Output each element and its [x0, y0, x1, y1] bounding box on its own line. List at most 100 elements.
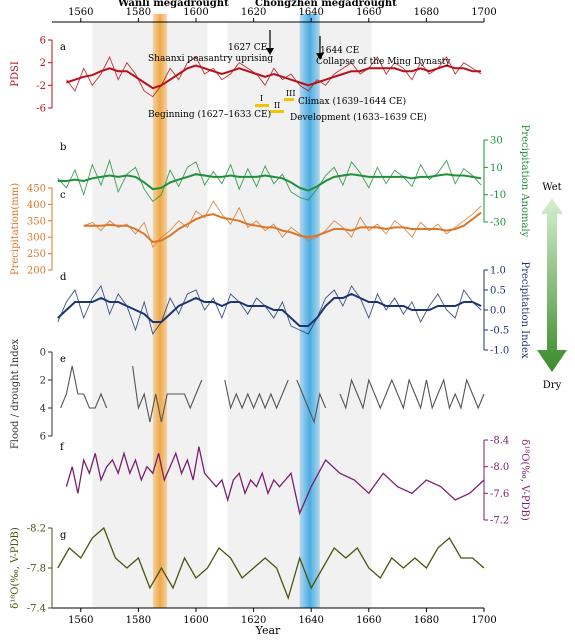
panel-d-tick-label--1.0: -1.0 — [490, 346, 509, 357]
annotations-layer: Wanli megadrought Chongzhen megadrought … — [117, 0, 567, 391]
x-tick-label-bottom-1640: 1640 — [298, 615, 323, 626]
panel-c-tick-label-250: 250 — [27, 249, 46, 260]
panel-f-tick-label--7.6: -7.6 — [490, 489, 509, 500]
panel-a-tick-label--6: -6 — [36, 104, 46, 115]
panel-e-y-label: Flood / drought Index — [10, 338, 21, 449]
climax-label: Climax (1639–1644 CE) — [298, 96, 406, 107]
phase-II-bar — [270, 110, 284, 113]
panel-d-tick-label--0.5: -0.5 — [490, 326, 509, 337]
wet-dry-arrow — [537, 198, 567, 372]
axes-layer: 1560 1560 1580 1580 1600 1600 1620 1620 1640 1640… — [10, 7, 530, 637]
panel-e-series-segment-3 — [296, 379, 327, 424]
panel-g-y-label: δ¹⁸O(‰, V-PDB) — [10, 527, 21, 609]
x-tick-label-bottom-1680: 1680 — [414, 615, 439, 626]
panel-a-tick-label-6: 6 — [40, 36, 46, 47]
x-tick-label-top-1600: 1600 — [183, 7, 208, 18]
panel-g-tick-label--7.4: -7.4 — [27, 604, 46, 615]
panel-d-smooth-line — [57, 292, 482, 327]
x-tick-label-top-1560: 1560 — [68, 7, 93, 18]
panel-a-tick-label--2: -2 — [36, 81, 46, 92]
panel-g-tick-label--8.2: -8.2 — [27, 524, 46, 535]
panel-c-tick-label-400: 400 — [27, 200, 46, 211]
panel-d-tick-label-0.5: 0.5 — [490, 286, 506, 297]
x-tick-label-bottom-1660: 1660 — [356, 615, 381, 626]
panel-f-letter: f — [60, 442, 65, 453]
panel-b-letter: b — [60, 142, 66, 153]
x-tick-label-bottom-1600: 1600 — [183, 615, 208, 626]
drought-band-chongzhen — [299, 14, 320, 608]
panel-d-letter: d — [60, 272, 67, 283]
x-tick-label-top-1620: 1620 — [241, 7, 266, 18]
panel-c-y-label: Precipitation(mm) — [10, 183, 21, 275]
panel-b-tick-label-30: 30 — [490, 136, 503, 147]
phase-III-bar — [284, 98, 294, 101]
panel-e-letter: e — [60, 354, 66, 365]
wanli-megadrought-label: Wanli megadrought — [117, 0, 229, 9]
x-tick-label-bottom-1560: 1560 — [68, 615, 93, 626]
panel-c-smooth-line — [83, 211, 482, 244]
x-tick-label-top-1640: 1640 — [298, 7, 323, 18]
phase-I-label: I — [260, 94, 263, 103]
chongzhen-megadrought-label: Chongzhen megadrought — [255, 0, 397, 9]
phase-II-label: II — [274, 101, 280, 110]
panel-f-line — [65, 446, 485, 516]
phase-I-bar — [255, 104, 269, 107]
x-tick-label-bottom-1700: 1700 — [471, 615, 496, 626]
panel-e-series-segment-2 — [224, 379, 289, 410]
development-label: Development (1633–1639 CE) — [290, 112, 427, 123]
panel-c-tick-label-200: 200 — [27, 266, 46, 277]
event-1644-year: 1644 CE — [320, 46, 359, 56]
event-1644-arrow-head — [316, 53, 324, 60]
panel-e-tick-label-2: 2 — [40, 376, 46, 387]
x-tick-label-top-1660: 1660 — [356, 7, 381, 18]
panel-f-tick-label--7.2: -7.2 — [490, 516, 509, 527]
panel-e-series-segment-1 — [132, 365, 203, 423]
panel-g-line — [57, 526, 485, 601]
panel-c-tick-label-350: 350 — [27, 216, 46, 227]
shaded-period-0 — [92, 22, 208, 608]
panel-f-y-label: δ¹⁸O(‰, V-PDB) — [519, 439, 530, 521]
x-axis-title: Year — [255, 624, 281, 637]
panel-a-y-label: PDSI — [10, 61, 21, 87]
panel-b-tick-label-10: 10 — [490, 163, 503, 174]
event-1627-arrow-head — [266, 48, 274, 55]
dry-label: Dry — [543, 380, 562, 391]
panel-d-tick-label-0.0: 0.0 — [490, 306, 506, 317]
panel-b-smooth-line — [57, 173, 482, 192]
panel-a-tick-label-2: 2 — [40, 58, 46, 69]
panel-e-series-segment-0 — [60, 365, 108, 409]
panel-a-letter: a — [60, 42, 66, 53]
panel-a-raw-line — [66, 55, 482, 98]
x-tick-label-top-1700: 1700 — [471, 7, 496, 18]
panel-e-tick-label-0: 0 — [40, 348, 46, 359]
beginning-label: Beginning (1627–1633 CE) — [148, 109, 271, 120]
x-tick-label-top-1580: 1580 — [126, 7, 151, 18]
panel-c-letter: c — [60, 190, 66, 201]
panel-d-tick-label-1.0: 1.0 — [490, 266, 506, 277]
panel-d-raw-line — [57, 285, 482, 336]
panel-e-tick-label-4: 4 — [40, 404, 46, 415]
phase-III-label: III — [286, 89, 295, 98]
event-1644-text: Collapse of the Ming Dynasty — [316, 57, 451, 67]
panel-g-tick-label--7.8: -7.8 — [27, 564, 46, 575]
wet-label: Wet — [542, 182, 561, 193]
panel-e-tick-label-6: 6 — [40, 432, 46, 443]
panel-f-tick-label--8.0: -8.0 — [490, 462, 509, 473]
panel-a-smooth-line — [66, 64, 482, 90]
event-1627-text: Shaanxi peasantry uprising — [148, 54, 273, 64]
panel-b-tick-label--30: -30 — [490, 218, 506, 229]
panel-c-tick-label-300: 300 — [27, 233, 46, 244]
panel-g-letter: g — [60, 530, 67, 541]
event-1627-year: 1627 CE — [228, 43, 267, 53]
x-tick-label-bottom-1580: 1580 — [126, 615, 151, 626]
panel-b-y-label: Precipitation Anomaly — [519, 125, 530, 238]
panel-c-tick-label-450: 450 — [27, 184, 46, 195]
panel-d-y-label: Precipitation Index — [519, 261, 530, 358]
panel-e-series-segment-4 — [339, 378, 485, 410]
x-tick-label-bottom-1620: 1620 — [241, 615, 266, 626]
panel-b-tick-label--10: -10 — [490, 190, 506, 201]
x-tick-label-top-1680: 1680 — [414, 7, 439, 18]
panel-b-raw-line — [57, 158, 482, 203]
series-layer — [57, 55, 485, 601]
